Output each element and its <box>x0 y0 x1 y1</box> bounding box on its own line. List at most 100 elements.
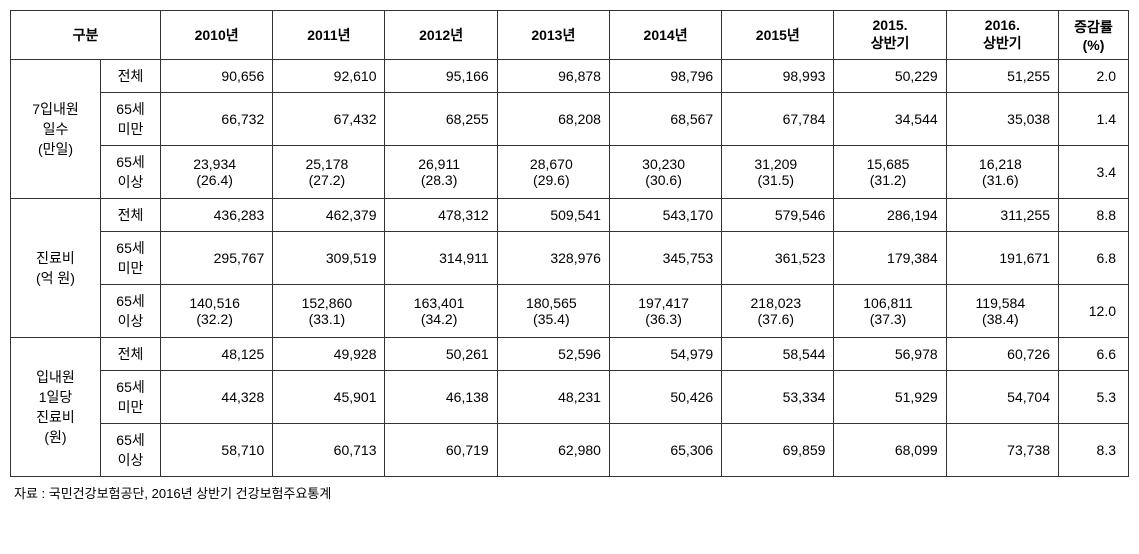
header-rate: 증감률(%) <box>1059 11 1129 60</box>
cell-value: 98,796 <box>609 60 721 93</box>
section-title: 7입내원일수(만일) <box>11 60 101 199</box>
cell-value: 345,753 <box>609 232 721 285</box>
cell-rate: 1.4 <box>1059 93 1129 146</box>
table-row: 65세미만66,73267,43268,25568,20868,56767,78… <box>11 93 1129 146</box>
cell-value: 152,860(33.1) <box>273 285 385 338</box>
cell-value: 90,656 <box>161 60 273 93</box>
cell-value: 15,685(31.2) <box>834 146 946 199</box>
cell-value: 218,023(37.6) <box>722 285 834 338</box>
cell-value: 30,230(30.6) <box>609 146 721 199</box>
header-2013: 2013년 <box>497 11 609 60</box>
cell-value: 31,209(31.5) <box>722 146 834 199</box>
cell-value: 48,231 <box>497 371 609 424</box>
header-2016h: 2016.상반기 <box>946 11 1058 60</box>
cell-value: 140,516(32.2) <box>161 285 273 338</box>
table-caption: 자료 : 국민건강보험공단, 2016년 상반기 건강보험주요통계 <box>10 477 1129 502</box>
cell-value: 328,976 <box>497 232 609 285</box>
cell-value: 436,283 <box>161 199 273 232</box>
cell-value: 52,596 <box>497 338 609 371</box>
cell-value: 23,934(26.4) <box>161 146 273 199</box>
cell-value: 286,194 <box>834 199 946 232</box>
cell-rate: 3.4 <box>1059 146 1129 199</box>
cell-value: 163,401(34.2) <box>385 285 497 338</box>
cell-value: 69,859 <box>722 424 834 477</box>
cell-value: 26,911(28.3) <box>385 146 497 199</box>
cell-value: 54,704 <box>946 371 1058 424</box>
header-row: 구분 2010년 2011년 2012년 2013년 2014년 2015년 2… <box>11 11 1129 60</box>
row-label: 65세이상 <box>101 424 161 477</box>
row-label: 전체 <box>101 199 161 232</box>
table-row: 7입내원일수(만일)전체90,65692,61095,16696,87898,7… <box>11 60 1129 93</box>
row-label: 65세미만 <box>101 93 161 146</box>
header-2015h: 2015.상반기 <box>834 11 946 60</box>
cell-rate: 5.3 <box>1059 371 1129 424</box>
cell-value: 28,670(29.6) <box>497 146 609 199</box>
cell-value: 197,417(36.3) <box>609 285 721 338</box>
cell-rate: 8.3 <box>1059 424 1129 477</box>
cell-value: 98,993 <box>722 60 834 93</box>
row-label: 전체 <box>101 338 161 371</box>
cell-value: 54,979 <box>609 338 721 371</box>
cell-value: 67,432 <box>273 93 385 146</box>
cell-value: 509,541 <box>497 199 609 232</box>
cell-value: 67,784 <box>722 93 834 146</box>
cell-rate: 12.0 <box>1059 285 1129 338</box>
cell-value: 60,726 <box>946 338 1058 371</box>
cell-value: 46,138 <box>385 371 497 424</box>
cell-value: 96,878 <box>497 60 609 93</box>
cell-value: 68,099 <box>834 424 946 477</box>
cell-value: 68,567 <box>609 93 721 146</box>
cell-value: 543,170 <box>609 199 721 232</box>
cell-value: 25,178(27.2) <box>273 146 385 199</box>
cell-value: 62,980 <box>497 424 609 477</box>
header-2012: 2012년 <box>385 11 497 60</box>
cell-value: 16,218(31.6) <box>946 146 1058 199</box>
header-category: 구분 <box>11 11 161 60</box>
cell-value: 68,208 <box>497 93 609 146</box>
header-2010: 2010년 <box>161 11 273 60</box>
row-label: 65세이상 <box>101 285 161 338</box>
table-row: 65세이상140,516(32.2)152,860(33.1)163,401(3… <box>11 285 1129 338</box>
cell-value: 51,255 <box>946 60 1058 93</box>
cell-value: 311,255 <box>946 199 1058 232</box>
table-row: 진료비(억 원)전체436,283462,379478,312509,54154… <box>11 199 1129 232</box>
cell-value: 295,767 <box>161 232 273 285</box>
cell-value: 49,928 <box>273 338 385 371</box>
cell-value: 68,255 <box>385 93 497 146</box>
cell-value: 58,544 <box>722 338 834 371</box>
table-row: 65세이상58,71060,71360,71962,98065,30669,85… <box>11 424 1129 477</box>
cell-value: 180,565(35.4) <box>497 285 609 338</box>
cell-value: 58,710 <box>161 424 273 477</box>
cell-value: 44,328 <box>161 371 273 424</box>
cell-value: 50,426 <box>609 371 721 424</box>
cell-value: 50,229 <box>834 60 946 93</box>
cell-value: 35,038 <box>946 93 1058 146</box>
statistics-table: 구분 2010년 2011년 2012년 2013년 2014년 2015년 2… <box>10 10 1129 477</box>
cell-value: 66,732 <box>161 93 273 146</box>
cell-value: 51,929 <box>834 371 946 424</box>
cell-value: 60,719 <box>385 424 497 477</box>
cell-value: 478,312 <box>385 199 497 232</box>
cell-value: 579,546 <box>722 199 834 232</box>
cell-rate: 6.8 <box>1059 232 1129 285</box>
cell-value: 50,261 <box>385 338 497 371</box>
row-label: 65세이상 <box>101 146 161 199</box>
table-row: 65세미만44,32845,90146,13848,23150,42653,33… <box>11 371 1129 424</box>
cell-value: 56,978 <box>834 338 946 371</box>
cell-value: 191,671 <box>946 232 1058 285</box>
cell-value: 60,713 <box>273 424 385 477</box>
cell-value: 48,125 <box>161 338 273 371</box>
cell-value: 361,523 <box>722 232 834 285</box>
cell-value: 309,519 <box>273 232 385 285</box>
cell-value: 34,544 <box>834 93 946 146</box>
header-2014: 2014년 <box>609 11 721 60</box>
cell-rate: 2.0 <box>1059 60 1129 93</box>
cell-value: 53,334 <box>722 371 834 424</box>
cell-value: 65,306 <box>609 424 721 477</box>
header-2015: 2015년 <box>722 11 834 60</box>
cell-value: 462,379 <box>273 199 385 232</box>
row-label: 65세미만 <box>101 371 161 424</box>
row-label: 65세미만 <box>101 232 161 285</box>
cell-value: 45,901 <box>273 371 385 424</box>
cell-rate: 6.6 <box>1059 338 1129 371</box>
